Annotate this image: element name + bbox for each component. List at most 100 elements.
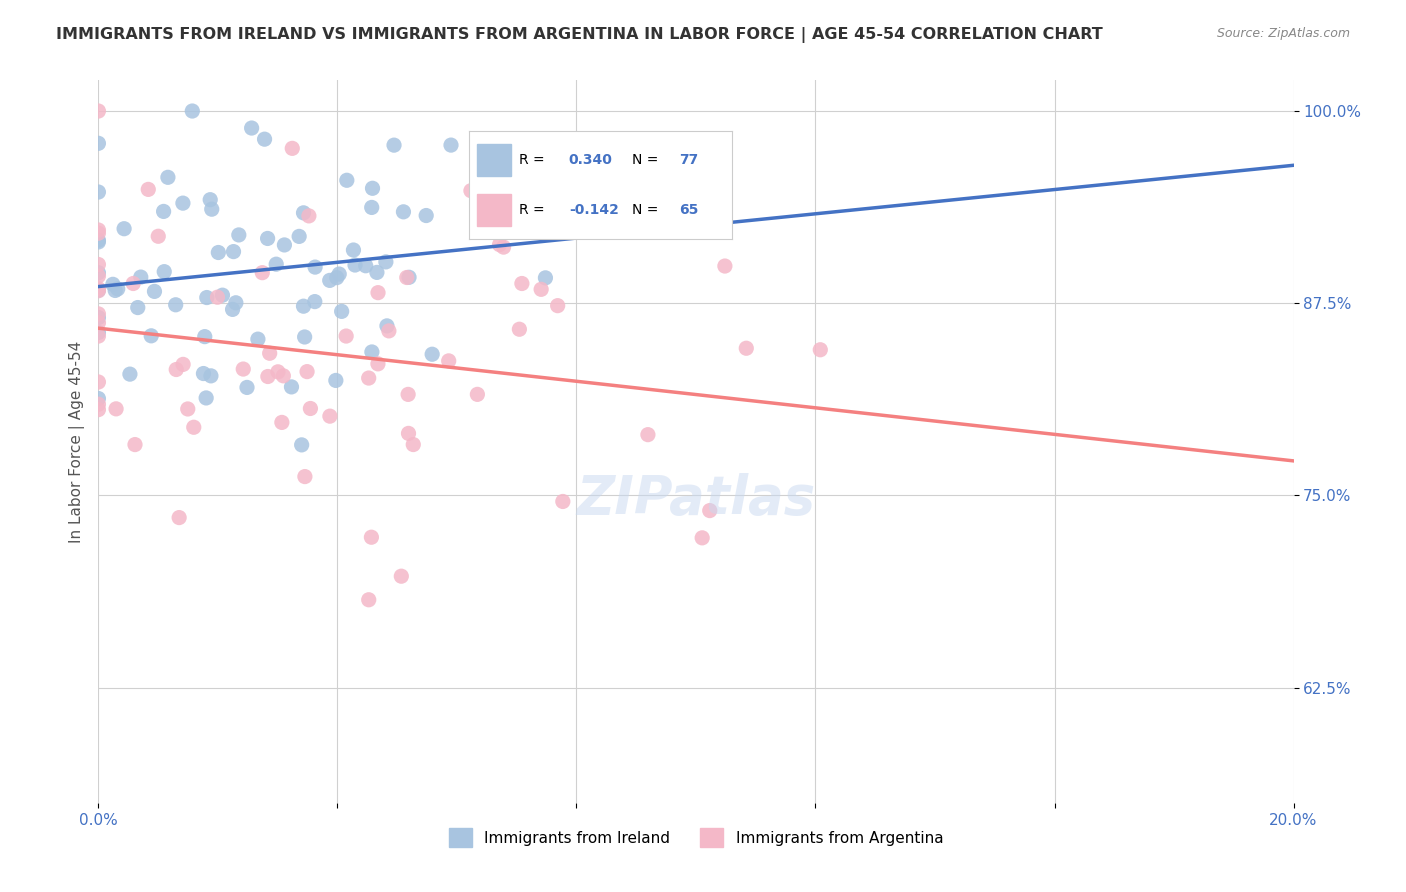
Point (183, 420, 205, 434)
Point (389, 569, 412, 583)
Point (87, 392, 110, 406)
Point (87, 310, 110, 325)
Point (259, 346, 281, 360)
Point (319, 409, 342, 424)
Point (201, 202, 224, 217)
Point (299, 401, 322, 416)
Point (366, 265, 388, 279)
Point (395, 270, 418, 285)
Point (87, 397, 110, 411)
Point (415, 209, 437, 223)
Point (129, 270, 152, 285)
Point (253, 132, 276, 146)
Point (87, 375, 110, 389)
Point (273, 238, 295, 252)
Point (207, 245, 229, 260)
Point (488, 237, 510, 252)
Point (124, 437, 146, 451)
Point (87, 326, 110, 340)
Point (354, 259, 377, 273)
Point (336, 173, 359, 187)
Point (375, 318, 398, 333)
Point (326, 270, 349, 285)
Point (319, 273, 342, 287)
Point (361, 181, 384, 195)
Point (101, 277, 124, 292)
Point (105, 401, 128, 416)
Point (357, 592, 380, 607)
Point (87, 226, 110, 240)
Point (112, 221, 135, 235)
Point (330, 304, 353, 318)
Point (292, 299, 315, 313)
Point (699, 503, 721, 517)
Point (288, 229, 311, 244)
Point (513, 187, 536, 202)
Point (152, 204, 174, 219)
Point (87, 235, 110, 249)
Point (402, 437, 425, 451)
Point (294, 330, 316, 344)
Point (87, 402, 110, 417)
Point (148, 229, 170, 244)
Y-axis label: In Labor Force | Age 45-54: In Labor Force | Age 45-54 (69, 341, 84, 542)
Point (382, 138, 405, 153)
Point (87, 223, 110, 237)
Point (87, 185, 110, 199)
Point (367, 357, 389, 371)
Point (194, 329, 217, 343)
Point (295, 365, 318, 379)
Point (281, 141, 304, 155)
Point (207, 290, 229, 304)
Point (344, 258, 367, 272)
Point (232, 362, 254, 376)
Point (200, 368, 222, 383)
Point (270, 416, 292, 430)
Point (87, 136, 110, 151)
Point (236, 380, 259, 394)
Point (304, 294, 326, 309)
Text: IMMIGRANTS FROM IRELAND VS IMMIGRANTS FROM ARGENTINA IN LABOR FORCE | AGE 45-54 : IMMIGRANTS FROM IRELAND VS IMMIGRANTS FR… (56, 27, 1102, 43)
Point (360, 530, 382, 544)
Point (360, 201, 382, 215)
Point (508, 322, 530, 336)
Point (172, 196, 194, 211)
Point (181, 103, 204, 118)
Point (240, 121, 263, 136)
Point (256, 231, 278, 245)
Point (551, 494, 574, 508)
Point (165, 298, 187, 312)
Point (396, 387, 419, 401)
Point (87, 268, 110, 283)
Point (357, 371, 380, 385)
Point (398, 426, 420, 441)
Point (547, 299, 569, 313)
Point (298, 209, 321, 223)
Point (136, 182, 159, 196)
Point (167, 510, 190, 524)
Point (87, 103, 110, 118)
Point (264, 257, 287, 271)
Point (122, 277, 145, 291)
Point (156, 170, 179, 185)
Point (104, 284, 127, 298)
Point (690, 531, 713, 545)
Point (440, 138, 463, 153)
Point (193, 367, 215, 381)
Point (172, 358, 194, 372)
Point (582, 178, 605, 193)
Point (510, 277, 533, 291)
Point (530, 282, 553, 296)
Point (107, 282, 129, 296)
Point (598, 200, 620, 214)
Point (153, 265, 176, 279)
Point (87, 284, 110, 298)
Point (87, 266, 110, 280)
Point (222, 244, 245, 259)
Point (211, 288, 233, 302)
Point (367, 285, 389, 300)
Point (292, 206, 315, 220)
Text: Source: ZipAtlas.com: Source: ZipAtlas.com (1216, 27, 1350, 40)
Point (273, 368, 295, 383)
Point (87, 258, 110, 272)
